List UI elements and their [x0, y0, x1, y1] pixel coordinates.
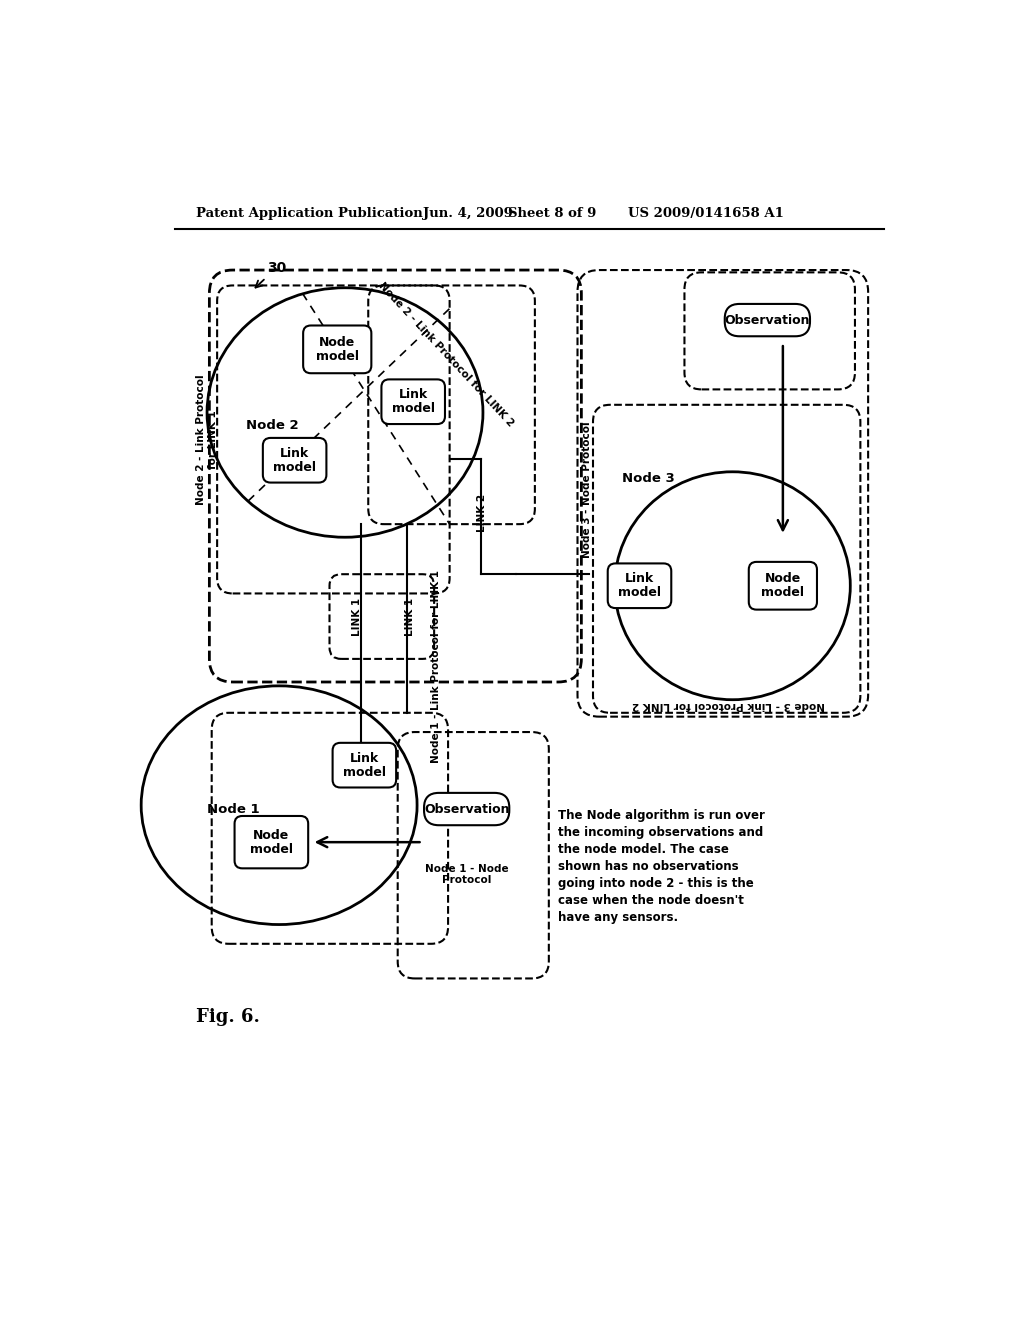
- FancyBboxPatch shape: [725, 304, 810, 337]
- Text: have any sensors.: have any sensors.: [558, 911, 678, 924]
- Text: the node model. The case: the node model. The case: [558, 843, 729, 855]
- Text: Node 2 - Link Protocol
for LINK 1: Node 2 - Link Protocol for LINK 1: [197, 374, 218, 504]
- Text: shown has no observations: shown has no observations: [558, 859, 738, 873]
- Text: model: model: [273, 461, 316, 474]
- Text: Link: Link: [625, 573, 654, 585]
- FancyBboxPatch shape: [333, 743, 396, 788]
- Text: Node: Node: [319, 335, 355, 348]
- Text: 30: 30: [267, 261, 287, 276]
- Text: Fig. 6.: Fig. 6.: [197, 1008, 260, 1026]
- FancyBboxPatch shape: [424, 793, 509, 825]
- Text: model: model: [343, 766, 386, 779]
- FancyBboxPatch shape: [234, 816, 308, 869]
- Text: Sheet 8 of 9: Sheet 8 of 9: [508, 207, 596, 220]
- Text: LINK 1: LINK 1: [406, 598, 415, 636]
- Text: Node 1 - Node
Protocol: Node 1 - Node Protocol: [425, 863, 509, 886]
- Text: Node 3 - Link Protocol for LINK 2: Node 3 - Link Protocol for LINK 2: [632, 700, 825, 710]
- FancyBboxPatch shape: [381, 379, 445, 424]
- Text: Observation: Observation: [424, 803, 509, 816]
- Text: model: model: [618, 586, 662, 599]
- Text: LINK 2: LINK 2: [477, 494, 487, 532]
- Text: Node 3 - Node Protocol: Node 3 - Node Protocol: [582, 421, 592, 558]
- Text: Observation: Observation: [725, 314, 810, 326]
- Text: Patent Application Publication: Patent Application Publication: [197, 207, 423, 220]
- Text: the incoming observations and: the incoming observations and: [558, 826, 763, 840]
- Text: Node 3: Node 3: [623, 471, 675, 484]
- Text: Link: Link: [280, 446, 309, 459]
- Text: Node 1: Node 1: [207, 803, 260, 816]
- FancyBboxPatch shape: [749, 562, 817, 610]
- Text: model: model: [762, 586, 805, 599]
- FancyBboxPatch shape: [607, 564, 672, 609]
- Text: model: model: [250, 842, 293, 855]
- Text: model: model: [392, 403, 435, 416]
- Text: going into node 2 - this is the: going into node 2 - this is the: [558, 876, 754, 890]
- Text: Link: Link: [398, 388, 428, 401]
- Text: Node 1 - Link Protocol for LINK 1: Node 1 - Link Protocol for LINK 1: [431, 570, 440, 763]
- FancyBboxPatch shape: [263, 438, 327, 483]
- FancyBboxPatch shape: [303, 326, 372, 374]
- Text: The Node algorithm is run over: The Node algorithm is run over: [558, 809, 765, 822]
- Text: Link: Link: [350, 751, 379, 764]
- Text: Node 2: Node 2: [246, 420, 298, 433]
- Text: Node: Node: [765, 573, 801, 585]
- Text: Node 2 - Link Protocol for LINK 2: Node 2 - Link Protocol for LINK 2: [377, 280, 515, 428]
- Text: US 2009/0141658 A1: US 2009/0141658 A1: [628, 207, 783, 220]
- Text: Node: Node: [253, 829, 290, 842]
- Text: case when the node doesn't: case when the node doesn't: [558, 894, 744, 907]
- Text: Jun. 4, 2009: Jun. 4, 2009: [423, 207, 512, 220]
- Text: model: model: [315, 350, 358, 363]
- Text: LINK 1: LINK 1: [352, 598, 362, 636]
